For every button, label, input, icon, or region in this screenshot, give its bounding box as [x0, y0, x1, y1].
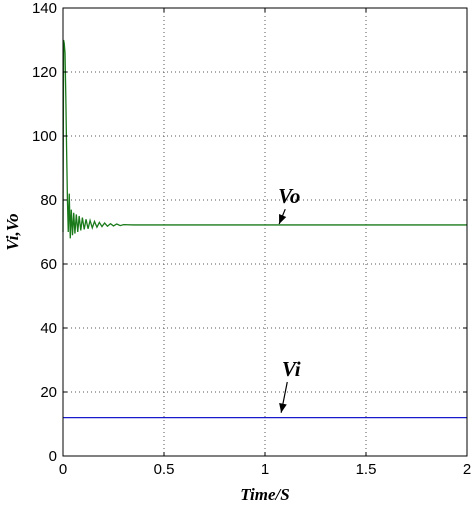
x-tick-label: 2 — [463, 461, 471, 478]
x-tick-label: 0 — [59, 461, 67, 478]
y-tick-label: 40 — [40, 320, 57, 337]
y-tick-label: 20 — [40, 384, 57, 401]
annotation-label-2: Vi — [282, 357, 301, 381]
y-tick-label: 60 — [40, 256, 57, 273]
series-lines — [62, 39, 467, 419]
x-tick-label: 1.5 — [356, 461, 377, 478]
grid-lines — [63, 8, 467, 456]
y-tick-label: 120 — [32, 64, 57, 81]
y-tick-label: 140 — [32, 0, 57, 17]
x-axis-label: Time/S — [240, 485, 289, 504]
x-tick-label: 0.5 — [154, 461, 175, 478]
y-tick-label: 0 — [49, 448, 57, 465]
annotations: Vo Vi — [278, 184, 301, 413]
y-tick-label: 100 — [32, 128, 57, 145]
annotation-label-1: Vo — [278, 184, 300, 208]
y-axis-label: Vi,Vo — [3, 213, 22, 250]
x-tick-label: 1 — [261, 461, 269, 478]
y-tick-label: 80 — [40, 192, 57, 209]
annotation-arrowhead-2 — [279, 403, 287, 413]
annotation-arrowhead-1 — [279, 214, 287, 224]
series-line-1 — [62, 39, 467, 239]
